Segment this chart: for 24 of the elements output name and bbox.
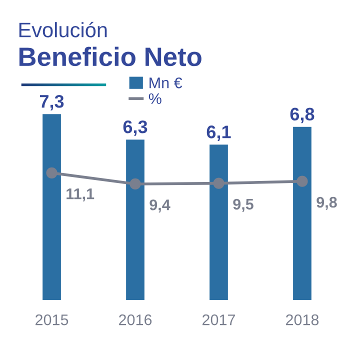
legend-label: Mn €: [150, 77, 182, 88]
point: [130, 178, 141, 190]
data-label: 9,8: [316, 196, 337, 210]
bar: [210, 144, 228, 300]
data-label: 11,1: [66, 188, 94, 202]
data-label: 9,4: [150, 199, 170, 212]
data-label: 6,3: [123, 120, 148, 136]
data-label: 6,1: [206, 126, 231, 141]
x-tick-label: 2016: [119, 314, 152, 326]
point: [213, 178, 224, 189]
chart-subtitle: Beneficio Neto: [19, 46, 202, 66]
x-tick-label: 2015: [36, 314, 68, 326]
bar: [293, 126, 312, 300]
data-label: 6,8: [290, 108, 314, 124]
data-label: 9,5: [233, 198, 254, 212]
data-label: 7,3: [40, 94, 64, 110]
x-tick-label: 2018: [286, 314, 319, 326]
point: [46, 167, 58, 178]
chart-title: Evolución: [19, 22, 107, 38]
legend-label: %: [148, 93, 162, 104]
bar: [42, 114, 61, 300]
point: [296, 176, 308, 187]
bar: [126, 140, 144, 300]
x-tick-label: 2017: [202, 314, 235, 326]
